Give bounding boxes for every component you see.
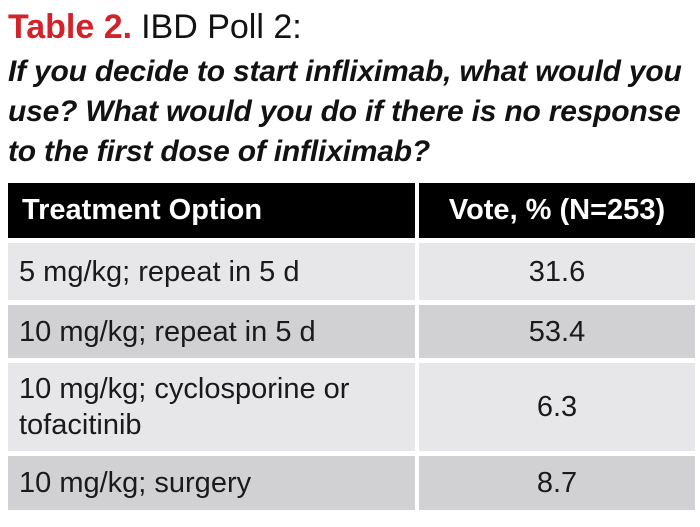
poll-question: If you decide to start infliximab, what … bbox=[8, 55, 682, 168]
table-row-option: 10 mg/kg; cyclosporine or tofacitinib bbox=[8, 363, 415, 451]
table-row-vote: 53.4 bbox=[419, 305, 695, 358]
table-row-vote: 6.3 bbox=[419, 363, 695, 451]
poll-results-table: Treatment Option Vote, % (N=253) 5 mg/kg… bbox=[8, 183, 695, 510]
column-header-treatment-option: Treatment Option bbox=[8, 183, 415, 238]
table-heading: Table 2. IBD Poll 2: bbox=[8, 8, 302, 46]
table-row-vote: 31.6 bbox=[419, 243, 695, 300]
table-title: IBD Poll 2: bbox=[141, 8, 302, 46]
table-row-option: 10 mg/kg; repeat in 5 d bbox=[8, 305, 415, 358]
column-header-vote: Vote, % (N=253) bbox=[419, 183, 695, 238]
table-row-vote: 8.7 bbox=[419, 456, 695, 510]
table-row-option: 10 mg/kg; surgery bbox=[8, 456, 415, 510]
table-row-option: 5 mg/kg; repeat in 5 d bbox=[8, 243, 415, 300]
table-number-label: Table 2. bbox=[8, 8, 133, 46]
